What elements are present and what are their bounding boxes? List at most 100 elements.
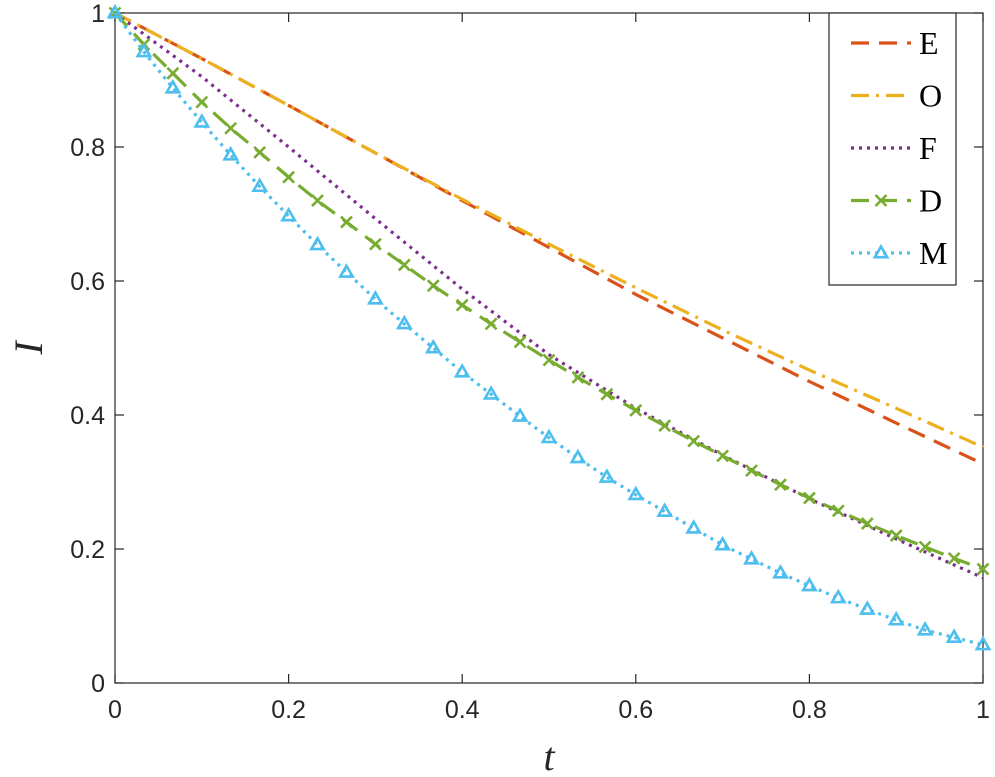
x-tick-label: 0.6	[618, 696, 653, 724]
data-point-D	[831, 504, 845, 518]
legend-marker-D	[874, 194, 888, 207]
data-point-M	[569, 448, 587, 464]
y-tick-label: 0.6	[70, 268, 105, 296]
data-point-D	[542, 353, 556, 367]
data-point-M	[135, 42, 153, 58]
data-point-M	[164, 78, 182, 94]
data-point-M	[511, 407, 529, 422]
y-tick-label: 0.2	[70, 536, 105, 564]
data-point-D	[860, 517, 874, 530]
data-point-M	[829, 588, 847, 604]
series-line-E	[114, 11, 984, 466]
legend-label-E: E	[919, 25, 939, 61]
legend-item-D: D	[851, 183, 942, 219]
legend-label-F: F	[919, 130, 937, 166]
data-point-D	[918, 540, 932, 554]
data-point-M	[887, 610, 905, 626]
series-layer	[106, 3, 992, 651]
data-point-M	[106, 3, 124, 19]
legend-item-E: E	[851, 25, 939, 61]
data-point-M	[743, 549, 760, 565]
data-point-D	[629, 403, 643, 417]
legend-item-F: F	[851, 130, 937, 166]
legend-label-D: D	[919, 183, 942, 219]
x-axis-label: t	[543, 734, 555, 777]
data-point-D	[455, 298, 469, 312]
data-point-M	[395, 314, 413, 330]
y-tick-label: 1	[91, 0, 105, 28]
y-axis: 0 0.2 0.4 0.6 0.8 1	[70, 0, 983, 698]
data-point-M	[222, 145, 240, 161]
data-point-D	[687, 434, 701, 448]
data-point-D	[484, 317, 498, 331]
data-point-D	[889, 529, 903, 543]
data-point-M	[280, 206, 298, 222]
y-tick-label: 0	[91, 670, 105, 698]
data-point-D	[368, 237, 382, 251]
legend-marker-M	[872, 243, 890, 259]
data-point-M	[598, 468, 616, 483]
data-point-M	[424, 338, 442, 354]
data-point-M	[627, 485, 645, 501]
data-point-D	[195, 95, 209, 109]
data-point-M	[945, 628, 963, 643]
legend-item-O: O	[851, 78, 942, 114]
data-point-M	[251, 177, 269, 193]
legend-item-M: M	[851, 235, 947, 271]
data-point-D	[166, 66, 180, 80]
data-point-M	[453, 363, 471, 378]
data-point-D	[282, 170, 296, 184]
legend-label-M: M	[919, 235, 947, 271]
data-point-M	[193, 113, 211, 128]
axes: 0 0.2 0.4 0.6 0.8 1 0 0.2 0.4 0.6 0.8 1 t I	[6, 0, 990, 777]
data-point-D	[571, 371, 585, 384]
data-point-M	[685, 519, 703, 534]
data-point-D	[802, 491, 816, 505]
series-O	[114, 11, 984, 449]
y-axis-label: I	[6, 340, 51, 356]
data-point-D	[600, 387, 614, 401]
data-point-D	[397, 258, 411, 272]
series-line-O	[114, 11, 984, 449]
data-point-M	[714, 535, 732, 551]
series-line-M	[113, 12, 984, 647]
x-tick-label: 0.8	[792, 696, 827, 724]
data-point-D	[253, 145, 267, 159]
x-tick-label: 1	[976, 696, 990, 724]
data-point-M	[366, 289, 384, 305]
data-point-M	[916, 620, 934, 636]
x-tick-label: 0	[108, 696, 122, 724]
data-point-D	[426, 279, 440, 293]
data-point-M	[772, 564, 789, 579]
x-tick-label: 0.2	[271, 696, 306, 724]
series-M	[106, 3, 992, 651]
data-point-M	[540, 428, 558, 444]
data-point-D	[224, 121, 238, 135]
data-point-D	[745, 464, 758, 478]
data-point-D	[311, 194, 324, 208]
data-point-D	[658, 419, 672, 433]
y-tick-label: 0.8	[70, 134, 105, 162]
data-point-D	[513, 335, 527, 349]
data-point-D	[976, 562, 990, 576]
data-point-M	[800, 576, 818, 592]
y-tick-label: 0.4	[70, 402, 105, 430]
data-point-M	[309, 235, 326, 251]
data-point-M	[338, 263, 355, 278]
legend-label-O: O	[919, 78, 942, 114]
data-point-M	[974, 635, 992, 651]
data-point-D	[774, 478, 787, 492]
series-E	[114, 11, 984, 466]
series-D	[108, 6, 990, 576]
plot-area	[114, 12, 984, 684]
data-point-D	[340, 215, 353, 229]
data-point-M	[858, 600, 876, 615]
data-point-D	[716, 449, 730, 463]
x-tick-label: 0.4	[445, 696, 480, 724]
data-point-M	[482, 385, 500, 400]
x-axis: 0 0.2 0.4 0.6 0.8 1	[108, 13, 990, 724]
data-point-M	[656, 502, 674, 518]
data-point-D	[947, 551, 961, 565]
